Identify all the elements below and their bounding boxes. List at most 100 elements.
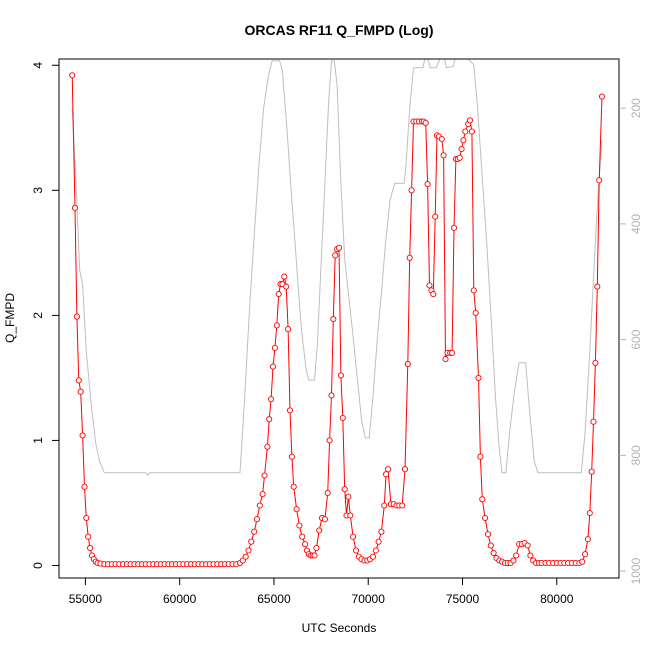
data-point xyxy=(477,453,484,460)
data-point xyxy=(383,471,390,478)
y2-tick-label: 600 xyxy=(629,329,643,349)
data-point xyxy=(466,117,474,124)
data-point xyxy=(579,558,586,565)
data-point xyxy=(345,493,352,500)
data-point xyxy=(266,416,273,423)
y2-tick-label: 400 xyxy=(629,214,643,234)
data-point xyxy=(372,547,379,554)
data-point xyxy=(332,252,339,259)
y2-tick-label: 800 xyxy=(629,445,643,465)
secondary-series xyxy=(71,58,603,476)
data-point xyxy=(347,512,354,519)
data-point xyxy=(586,509,593,517)
data-point xyxy=(83,514,90,522)
data-point xyxy=(281,273,288,280)
data-point xyxy=(450,224,458,231)
secondary-series-line xyxy=(71,58,603,476)
data-point xyxy=(472,309,479,316)
y-tick-label: 3 xyxy=(31,187,45,194)
data-point xyxy=(290,483,297,490)
data-point xyxy=(293,506,300,513)
data-point xyxy=(442,356,449,363)
y-axis-label: Q_FMPD xyxy=(3,293,17,343)
y2-tick-label: 200 xyxy=(629,98,643,118)
data-point xyxy=(510,557,517,564)
data-point xyxy=(449,349,456,356)
data-point xyxy=(271,344,278,351)
data-point xyxy=(584,536,591,543)
data-point xyxy=(513,552,520,559)
data-point xyxy=(337,372,344,379)
data-point xyxy=(487,542,494,549)
data-point xyxy=(582,551,589,558)
data-point xyxy=(248,538,255,545)
data-point xyxy=(335,244,343,251)
data-point xyxy=(85,533,92,540)
data-point xyxy=(259,491,266,498)
data-point xyxy=(462,128,469,135)
data-point xyxy=(326,437,333,444)
data-point xyxy=(399,502,406,509)
y-tick-label: 1 xyxy=(31,437,45,444)
primary-series-line xyxy=(71,75,603,565)
y2-tick-label: 1000 xyxy=(629,557,643,584)
data-point xyxy=(77,388,84,395)
data-point xyxy=(527,552,534,559)
data-point xyxy=(490,549,497,557)
data-point xyxy=(321,516,328,523)
data-point xyxy=(524,542,531,549)
data-point xyxy=(264,443,271,450)
data-point xyxy=(87,544,94,552)
data-point xyxy=(296,522,303,529)
data-point xyxy=(458,145,465,153)
data-point xyxy=(484,531,492,538)
data-point xyxy=(285,326,292,333)
data-point xyxy=(406,254,413,261)
data-point xyxy=(341,486,348,493)
data-point xyxy=(251,528,258,535)
data-point xyxy=(273,322,280,329)
data-point xyxy=(242,553,249,560)
data-point xyxy=(69,72,76,79)
y-tick-label: 2 xyxy=(31,312,45,319)
data-point xyxy=(401,466,409,473)
x-tick-label: 70000 xyxy=(352,592,386,606)
data-point xyxy=(269,363,277,370)
data-point xyxy=(424,181,431,188)
data-point xyxy=(79,432,86,439)
data-point xyxy=(590,418,597,425)
data-point xyxy=(475,374,482,381)
data-point xyxy=(430,291,437,298)
data-point xyxy=(460,137,467,144)
data-point xyxy=(426,282,433,289)
chart-title: ORCAS RF11 Q_FMPD (Log) xyxy=(244,22,433,38)
data-point xyxy=(75,377,82,384)
y-tick-label: 0 xyxy=(31,562,45,569)
data-point xyxy=(352,547,360,554)
data-point xyxy=(302,541,309,548)
data-point xyxy=(313,544,320,552)
data-point xyxy=(256,502,263,509)
data-point xyxy=(378,528,385,535)
data-point xyxy=(479,496,486,503)
data-point xyxy=(253,516,261,523)
data-point xyxy=(299,533,306,540)
data-point xyxy=(73,313,80,320)
x-tick-label: 65000 xyxy=(257,592,291,606)
x-tick-label: 60000 xyxy=(163,592,197,606)
data-point xyxy=(81,483,88,490)
data-point xyxy=(598,93,606,100)
data-point xyxy=(283,283,290,290)
data-point xyxy=(328,392,335,399)
x-tick-label: 80000 xyxy=(540,592,574,606)
data-point xyxy=(268,396,275,403)
data-point xyxy=(456,154,463,161)
data-point xyxy=(440,152,447,159)
data-point xyxy=(324,489,331,497)
data-point xyxy=(408,187,415,194)
data-point xyxy=(482,514,489,522)
data-point xyxy=(261,472,268,479)
data-point xyxy=(384,466,392,473)
data-point xyxy=(432,213,439,220)
